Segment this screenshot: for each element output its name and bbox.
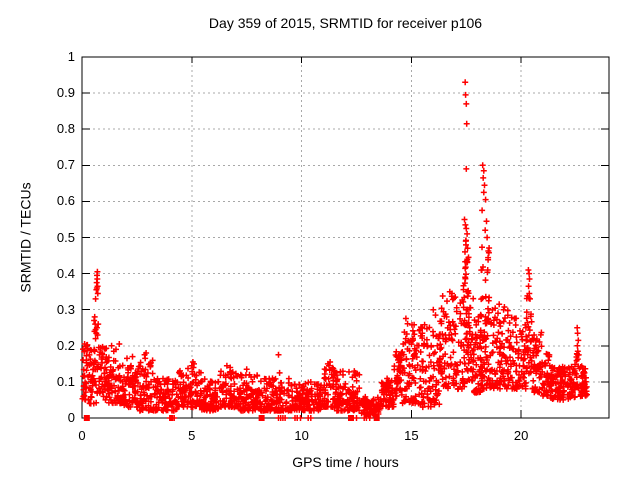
x-tick-label-0: 0: [78, 428, 86, 443]
y-tick-label-0.4: 0.4: [56, 265, 75, 281]
y-tick-label-0.9: 0.9: [56, 85, 75, 101]
x-tick-label-5: 5: [188, 428, 196, 443]
scatter-points: [79, 79, 590, 421]
x-tick-label-20: 20: [513, 428, 529, 443]
x-tick-label-10: 10: [294, 428, 309, 443]
y-tick-label-0.8: 0.8: [56, 121, 75, 137]
zero-square-marker: [347, 415, 354, 421]
zero-square-marker: [373, 415, 380, 421]
y-tick-label-0.7: 0.7: [56, 157, 75, 173]
x-tick-label-15: 15: [404, 428, 419, 443]
zero-square-marker: [83, 415, 90, 421]
y-tick-label-1: 1: [67, 49, 75, 64]
y-tick-label-0.3: 0.3: [56, 301, 75, 317]
y-tick-label-0.6: 0.6: [56, 193, 75, 209]
y-tick-label-0.5: 0.5: [56, 229, 75, 245]
y-tick-label-0: 0: [67, 410, 75, 425]
chart-title: Day 359 of 2015, SRMTID for receiver p10…: [208, 15, 483, 31]
x-axis-label: GPS time / hours: [292, 454, 399, 470]
zero-square-marker: [258, 415, 265, 421]
y-tick-label-0.2: 0.2: [56, 337, 75, 353]
y-tick-label-0.1: 0.1: [56, 373, 75, 389]
